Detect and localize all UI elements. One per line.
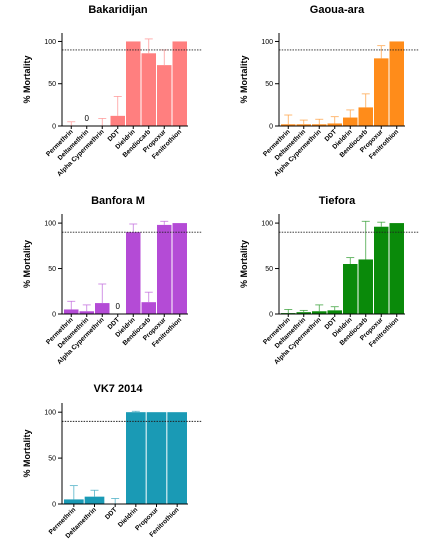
bar-ddt — [327, 310, 342, 314]
bar-propoxur — [157, 65, 172, 126]
y-tick-label: 50 — [265, 266, 273, 273]
y-tick-label: 50 — [48, 81, 56, 88]
bar-ddt — [327, 123, 342, 126]
data-label: 0 — [85, 114, 90, 123]
chart-title: Tiefora — [319, 195, 356, 207]
bar-dieldrin — [126, 412, 146, 504]
y-tick-label: 50 — [48, 266, 56, 273]
bar-dieldrin — [126, 41, 141, 126]
bar-dieldrin — [126, 232, 141, 314]
y-tick-label: 100 — [44, 410, 56, 417]
y-tick-label: 50 — [48, 456, 56, 463]
bar-propoxur — [146, 412, 167, 504]
y-tick-label: 50 — [265, 81, 273, 88]
chart-title: VK7 2014 — [94, 383, 144, 395]
y-tick-label: 100 — [44, 221, 56, 228]
chart-title: Bakaridijan — [88, 4, 148, 16]
bar-bendiocarb — [358, 259, 373, 314]
bar-permethrin — [64, 309, 79, 314]
y-tick-label: 0 — [269, 124, 273, 131]
bar-deltamethrin — [79, 311, 94, 314]
bar-alpha-cypermethrin — [312, 311, 327, 314]
bar-fenitrothion — [172, 41, 187, 126]
y-tick-label: 0 — [52, 312, 56, 319]
chart-title: Banfora M — [91, 195, 145, 207]
bar-permethrin — [64, 499, 84, 504]
chart-panel-5: VK7 2014% Mortality050100PermethrinDelta… — [22, 383, 202, 540]
bar-fenitrothion — [389, 223, 404, 314]
chart-panel-4: Tiefora% Mortality050100PermethrinDeltam… — [239, 195, 419, 366]
bar-bendiocarb — [141, 302, 156, 314]
bar-bendiocarb — [141, 53, 156, 126]
bar-propoxur — [374, 58, 389, 127]
y-tick-label: 0 — [52, 124, 56, 131]
bar-permethrin — [281, 124, 296, 126]
bar-deltamethrin — [296, 124, 311, 126]
y-axis-label: % Mortality — [239, 240, 249, 288]
bar-dieldrin — [343, 117, 358, 126]
bar-fenitrothion — [389, 41, 404, 126]
bar-fenitrothion — [167, 412, 187, 504]
y-axis-label: % Mortality — [22, 240, 32, 288]
bar-ddt — [110, 115, 125, 126]
y-tick-label: 100 — [261, 221, 273, 228]
y-tick-label: 0 — [52, 502, 56, 509]
chart-panel-2: Gaoua-ara% Mortality050100PermethrinDelt… — [239, 4, 419, 178]
y-axis-label: % Mortality — [239, 55, 249, 103]
bar-propoxur — [157, 224, 172, 314]
bar-alpha-cypermethrin — [95, 303, 110, 314]
y-tick-label: 0 — [269, 312, 273, 319]
bar-alpha-cypermethrin — [312, 124, 327, 126]
bar-fenitrothion — [172, 223, 187, 314]
chart-title: Gaoua-ara — [310, 4, 365, 16]
bar-deltamethrin — [84, 496, 105, 504]
y-axis-label: % Mortality — [22, 55, 32, 103]
chart-panel-3: Banfora M% Mortality0050100PermethrinDel… — [22, 195, 202, 366]
chart-panel-1: Bakaridijan% Mortality0050100PermethrinD… — [22, 4, 202, 178]
y-axis-label: % Mortality — [22, 429, 32, 477]
bar-dieldrin — [343, 264, 358, 314]
x-tick-label: DDT — [104, 506, 119, 521]
y-tick-label: 100 — [44, 39, 56, 46]
bar-deltamethrin — [296, 312, 311, 314]
data-label: 0 — [116, 302, 121, 311]
y-tick-label: 100 — [261, 39, 273, 46]
bar-bendiocarb — [358, 107, 373, 126]
bar-propoxur — [374, 226, 389, 314]
